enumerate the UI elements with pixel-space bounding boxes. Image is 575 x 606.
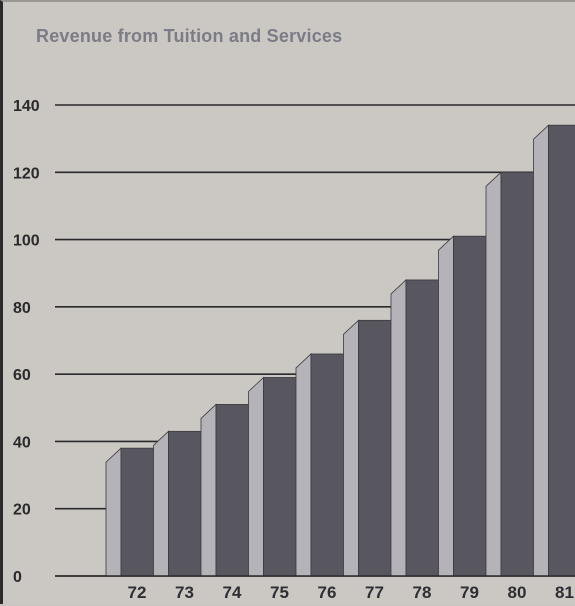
bar-72 <box>121 448 155 576</box>
x-tick-label-75: 75 <box>270 583 289 602</box>
bar-side-80 <box>486 172 501 576</box>
y-tick-label-100: 100 <box>13 233 40 250</box>
bar-side-77 <box>344 320 359 576</box>
y-tick-label-80: 80 <box>13 300 31 317</box>
bar-81 <box>549 125 575 576</box>
bar-78 <box>406 280 440 576</box>
bar-76 <box>311 354 345 576</box>
bar-side-72 <box>106 448 121 576</box>
x-tick-label-76: 76 <box>318 583 337 602</box>
y-tick-label-140: 140 <box>13 98 40 115</box>
bar-side-75 <box>249 378 264 576</box>
x-tick-label-73: 73 <box>175 583 194 602</box>
bar-77 <box>359 320 393 576</box>
bar-side-73 <box>154 431 169 576</box>
bar-74 <box>216 404 250 576</box>
y-tick-label-0: 0 <box>13 569 22 586</box>
bar-side-78 <box>391 280 406 576</box>
y-tick-label-60: 60 <box>13 367 31 384</box>
bar-80 <box>501 172 535 576</box>
bar-side-81 <box>534 125 549 576</box>
bar-chart: 0 20 40 60 80 100 120 140 72 73 74 75 76 77 78 79 80 81 <box>3 2 575 606</box>
y-tick-label-40: 40 <box>13 434 31 451</box>
bar-75 <box>264 378 298 576</box>
x-tick-label-77: 77 <box>365 583 384 602</box>
x-tick-label-79: 79 <box>460 583 479 602</box>
x-tick-label-80: 80 <box>508 583 527 602</box>
bar-73 <box>169 431 203 576</box>
x-tick-label-72: 72 <box>128 583 147 602</box>
y-tick-label-20: 20 <box>13 502 31 519</box>
bar-side-79 <box>439 236 454 576</box>
bar-79 <box>454 236 488 576</box>
x-tick-label-74: 74 <box>223 583 242 602</box>
bar-side-74 <box>201 404 216 576</box>
x-tick-label-81: 81 <box>555 583 574 602</box>
y-tick-label-120: 120 <box>13 165 40 182</box>
x-tick-label-78: 78 <box>413 583 432 602</box>
bar-side-76 <box>296 354 311 576</box>
